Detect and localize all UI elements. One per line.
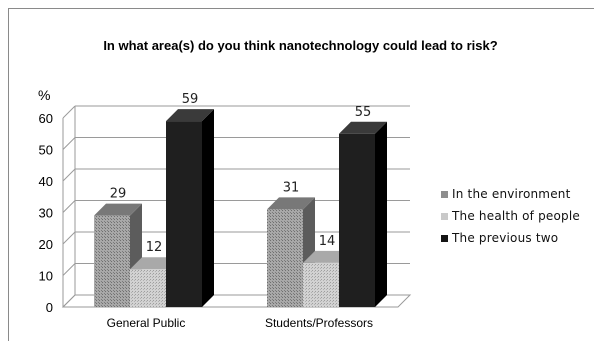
data-label: 31 bbox=[283, 180, 300, 195]
x-tick-label: General Public bbox=[107, 316, 186, 330]
y-tick-label: 60 bbox=[39, 111, 53, 126]
gridline-diagonal bbox=[62, 231, 76, 245]
legend-item: The health of people bbox=[441, 205, 580, 227]
legend-swatch bbox=[441, 234, 448, 242]
y-tick-label: 30 bbox=[39, 206, 53, 221]
bar-front bbox=[303, 262, 339, 307]
bar-previous-two bbox=[166, 109, 214, 308]
chart-legend: In the environment The health of people Th… bbox=[441, 183, 580, 249]
y-tick-label: 0 bbox=[46, 300, 53, 315]
y-tick-label: 50 bbox=[39, 143, 53, 158]
bar-top bbox=[166, 109, 214, 122]
legend-label: The previous two bbox=[452, 231, 559, 245]
bar-front bbox=[339, 133, 375, 307]
bar-front bbox=[166, 121, 202, 308]
legend-item: In the environment bbox=[441, 183, 580, 205]
chart-frame bbox=[8, 8, 594, 341]
bar-top bbox=[94, 203, 142, 216]
bar-front bbox=[130, 269, 166, 307]
data-label: 59 bbox=[182, 92, 199, 107]
legend-item: The previous two bbox=[441, 227, 580, 249]
gridline-diagonal bbox=[62, 105, 76, 119]
bar-front bbox=[267, 209, 303, 307]
data-label: 12 bbox=[146, 240, 163, 255]
legend-swatch bbox=[441, 212, 448, 220]
legend-swatch bbox=[441, 190, 448, 198]
x-tick-label: Students/Professors bbox=[265, 316, 373, 330]
legend-label: In the environment bbox=[452, 187, 571, 201]
y-tick-label: 10 bbox=[39, 269, 53, 284]
gridline-diagonal bbox=[62, 263, 76, 276]
bar-side bbox=[375, 121, 387, 307]
bar-previous-two bbox=[339, 121, 387, 307]
y-tick-label: 20 bbox=[39, 237, 53, 252]
legend-label: The health of people bbox=[452, 209, 580, 223]
y-axis-label: % bbox=[38, 87, 50, 103]
bar-top bbox=[267, 197, 315, 210]
bar-side bbox=[202, 109, 214, 308]
data-label: 29 bbox=[110, 187, 127, 202]
bar-top bbox=[339, 121, 387, 134]
bar-front bbox=[94, 215, 130, 307]
gridline-diagonal bbox=[62, 200, 76, 213]
y-tick-label: 40 bbox=[39, 174, 53, 189]
data-label: 14 bbox=[319, 234, 336, 249]
gridline-diagonal bbox=[62, 137, 76, 150]
gridline-diagonal bbox=[62, 168, 76, 182]
chart-title: In what area(s) do you think nanotechnol… bbox=[103, 38, 498, 53]
data-label: 55 bbox=[355, 105, 372, 120]
